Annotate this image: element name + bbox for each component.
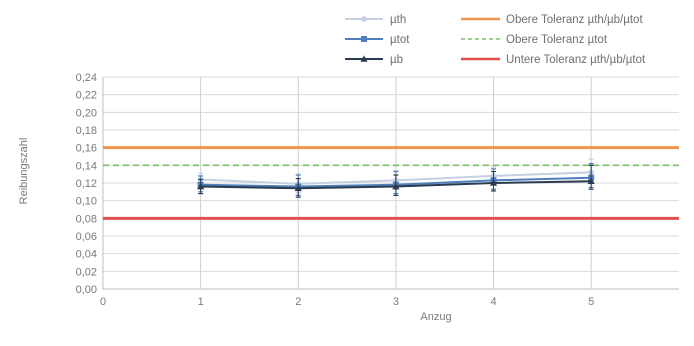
y-tick-label: 0,22	[76, 90, 97, 102]
legend-marker	[360, 55, 368, 62]
x-tick-label: 1	[198, 296, 204, 308]
legend-label: µth	[390, 14, 406, 26]
y-tick-label: 0,20	[76, 107, 97, 119]
y-tick-label: 0,24	[76, 72, 97, 84]
legend-label: Obere Toleranz µtot	[506, 34, 608, 46]
legend-label: µtot	[390, 34, 410, 46]
y-tick-label: 0,14	[76, 160, 97, 172]
y-tick-label: 0,18	[76, 125, 97, 137]
x-tick-label: 4	[490, 296, 496, 308]
legend-label: Obere Toleranz µth/µb/µtot	[506, 14, 643, 26]
x-axis-ticks: 0 1 2 3 4 5	[100, 296, 594, 308]
legend-marker	[361, 36, 367, 42]
y-tick-label: 0,02	[76, 266, 97, 278]
data-point	[392, 182, 400, 190]
data-point	[587, 177, 595, 185]
series-group	[197, 158, 595, 198]
legend-label: Untere Toleranz µth/µb/µtot	[506, 54, 646, 66]
y-tick-label: 0,08	[76, 213, 97, 225]
y-tick-label: 0,10	[76, 196, 97, 208]
data-point	[197, 182, 205, 190]
x-tick-label: 2	[295, 296, 301, 308]
y-tick-label: 0,12	[76, 178, 97, 190]
y-tick-label: 0,04	[76, 249, 97, 261]
reference-lines	[103, 146, 679, 220]
y-axis-label: Reibungszahl	[18, 138, 30, 205]
x-tick-label: 0	[100, 296, 106, 308]
x-tick-label: 5	[588, 296, 594, 308]
y-tick-label: 0,16	[76, 143, 97, 155]
data-point	[489, 179, 498, 186]
legend: µth µtot µb Obere Toleranz µth/µb/µtot Obere…	[345, 14, 646, 66]
legend-label: µb	[390, 54, 403, 66]
y-tick-label: 0,06	[76, 231, 97, 243]
series-3	[197, 164, 595, 198]
data-point	[294, 184, 302, 192]
legend-marker	[361, 16, 367, 22]
y-axis-ticks: 0,00 0,02 0,04 0,06 0,08 0,10 0,12 0,14 0,16 0,18…	[76, 72, 97, 296]
x-axis-label: Anzug	[420, 311, 451, 323]
y-tick-label: 0,00	[76, 284, 97, 296]
x-tick-label: 3	[393, 296, 399, 308]
